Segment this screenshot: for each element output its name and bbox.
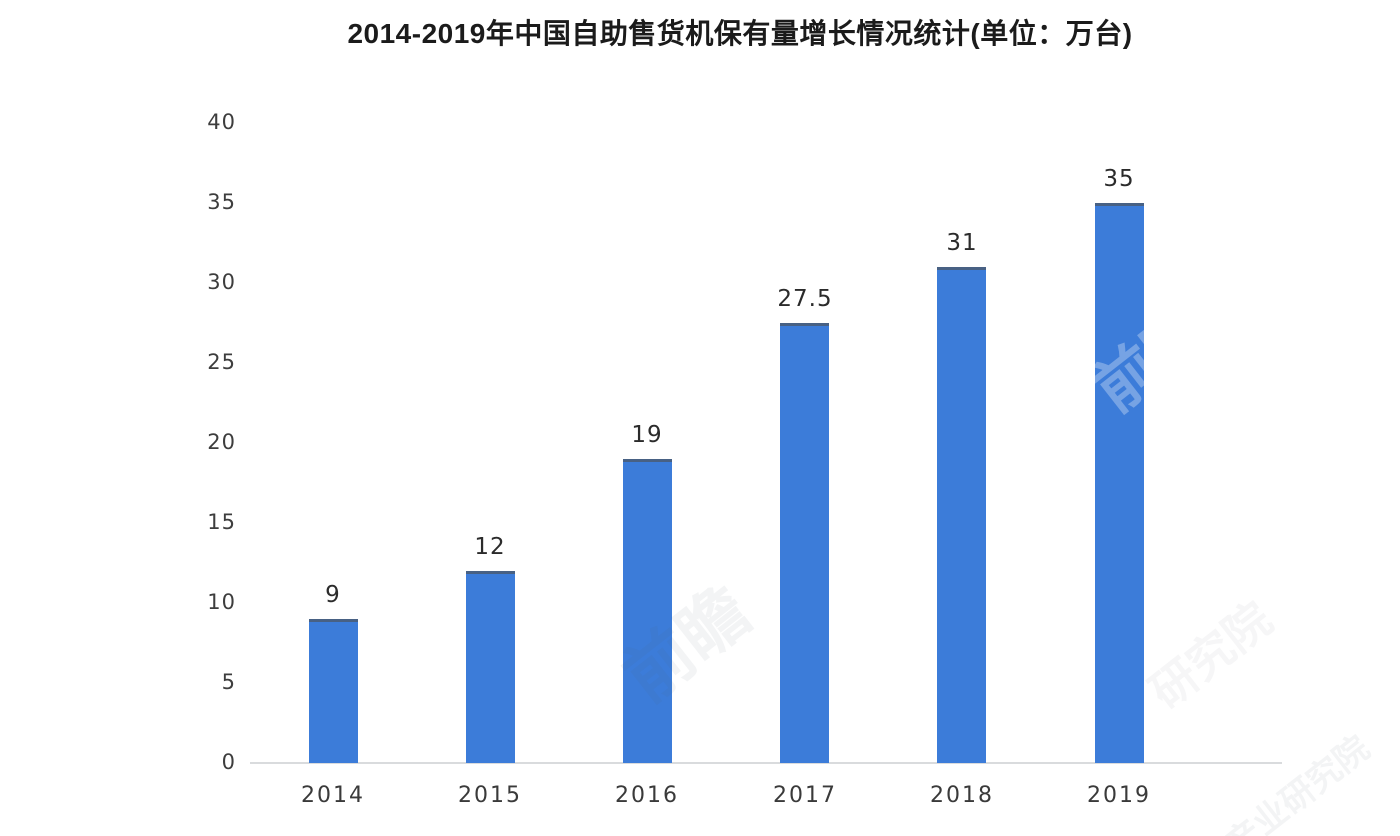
y-tick-label-25: 25 — [207, 350, 236, 374]
bar-2016 — [623, 459, 672, 763]
value-label-2019: 35 — [1103, 166, 1135, 192]
y-tick-label-40: 40 — [207, 110, 236, 134]
y-tick-label-5: 5 — [221, 670, 236, 694]
x-tick-label-2015: 2015 — [458, 783, 522, 808]
bar-2018 — [937, 267, 986, 763]
bar-2015 — [466, 571, 515, 763]
x-tick-label-2016: 2016 — [615, 783, 679, 808]
value-label-2014: 9 — [325, 582, 341, 608]
value-label-2018: 31 — [946, 230, 978, 256]
y-tick-label-15: 15 — [207, 510, 236, 534]
bar-2014 — [309, 619, 358, 763]
y-tick-label-20: 20 — [207, 430, 236, 454]
y-tick-label-0: 0 — [221, 750, 236, 774]
bar-2017 — [780, 323, 829, 763]
x-axis-line — [250, 762, 1282, 764]
x-tick-label-2018: 2018 — [930, 783, 994, 808]
value-label-2017: 27.5 — [777, 286, 833, 312]
value-label-2015: 12 — [474, 534, 506, 560]
y-tick-label-10: 10 — [207, 590, 236, 614]
y-tick-label-30: 30 — [207, 270, 236, 294]
y-tick-label-35: 35 — [207, 190, 236, 214]
watermark-text-2: 研究院 — [1139, 591, 1282, 720]
watermark-text-3: 前瞻产业研究院 — [1165, 728, 1378, 836]
x-tick-label-2014: 2014 — [301, 783, 365, 808]
chart-title: 2014-2019年中国自助售货机保有量增长情况统计(单位：万台) — [347, 18, 1133, 49]
value-label-2016: 19 — [631, 422, 663, 448]
x-tick-label-2017: 2017 — [773, 783, 837, 808]
bar-2019 — [1095, 203, 1144, 763]
x-tick-label-2019: 2019 — [1087, 783, 1151, 808]
